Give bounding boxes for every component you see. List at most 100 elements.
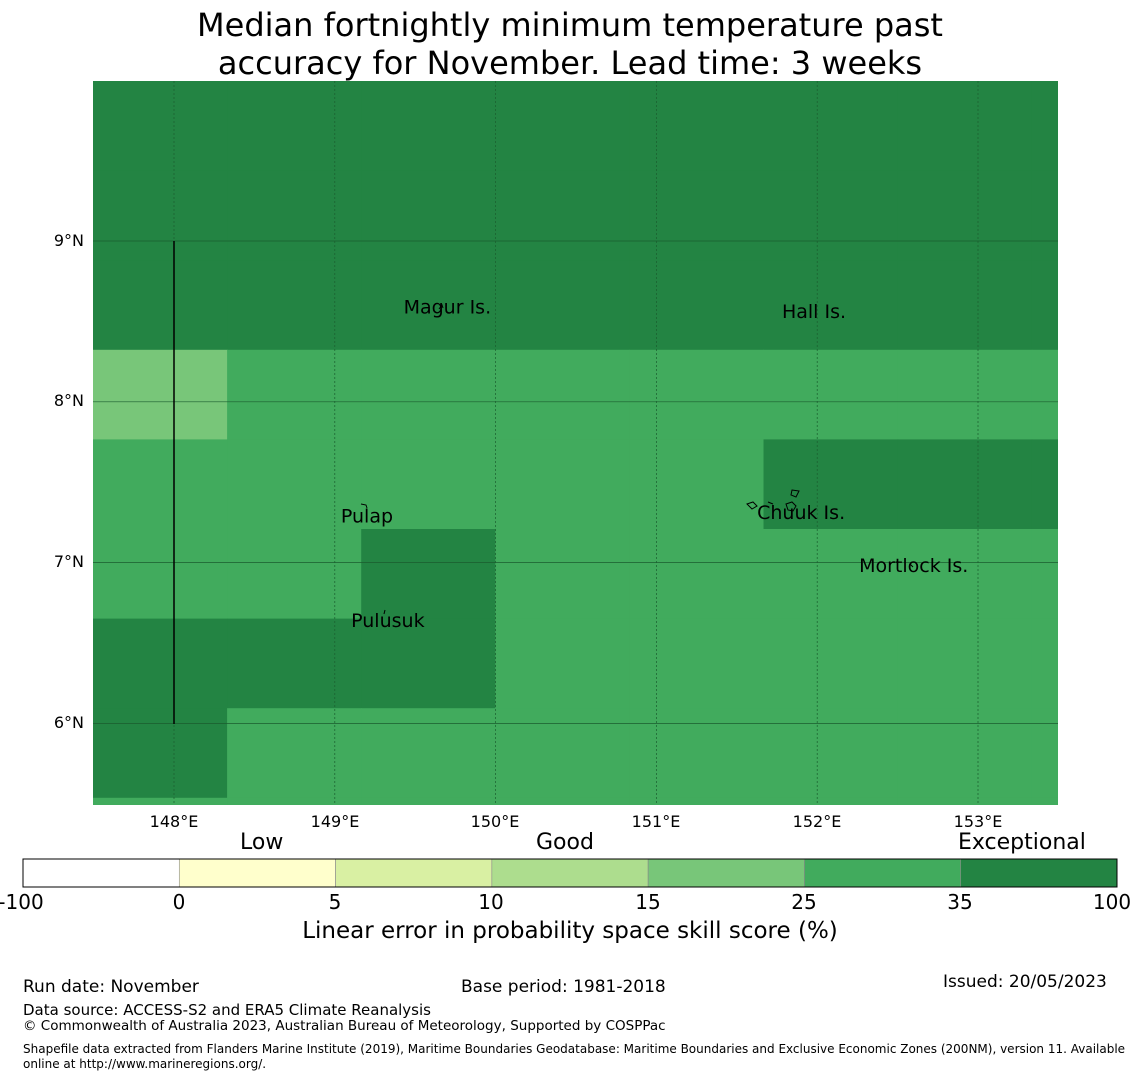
lat-tick-9n: 9°N <box>53 231 84 250</box>
skill-cell <box>629 349 765 440</box>
skill-cell <box>897 349 1033 440</box>
colorbar-segment <box>335 858 493 888</box>
skill-cell <box>897 260 1033 351</box>
skill-cell <box>897 439 1033 530</box>
skill-cell <box>1031 708 1058 799</box>
mortlock-island <box>909 563 914 568</box>
skill-cell <box>629 797 765 805</box>
skill-cell <box>361 797 496 805</box>
skill-cell <box>495 260 630 351</box>
skill-cell <box>763 170 899 261</box>
skill-cell <box>361 170 496 261</box>
skill-cell <box>361 349 496 440</box>
colorbar-segment <box>960 858 1118 888</box>
skill-cell <box>629 170 765 261</box>
chuuk-island-3 <box>767 501 774 505</box>
skill-cell <box>1031 349 1058 440</box>
skill-cell <box>495 797 630 805</box>
skill-cell <box>763 81 899 172</box>
lon-tick-152e: 152°E <box>792 812 842 831</box>
chuuk-island-4 <box>785 501 797 512</box>
skill-cell <box>227 260 362 351</box>
skill-cell <box>93 260 228 351</box>
skill-cell <box>495 349 630 440</box>
cb-tick-neg100: -100 <box>0 890 44 914</box>
skill-cell <box>93 797 228 805</box>
skill-cell <box>629 529 765 620</box>
skill-cell <box>629 439 765 530</box>
skill-grid <box>93 81 1058 805</box>
place-label: Chuuk Is. <box>757 502 845 524</box>
skill-cell <box>227 797 362 805</box>
title-line-1: Median fortnightly minimum temperature p… <box>197 6 943 44</box>
cb-tick-100: 100 <box>1092 890 1132 914</box>
place-label: Pulap <box>341 505 393 527</box>
skill-cell <box>361 260 496 351</box>
skill-cell <box>629 260 765 351</box>
skill-cell <box>629 81 765 172</box>
skill-cell <box>1031 170 1058 261</box>
skill-cell <box>897 618 1033 709</box>
lon-tick-150e: 150°E <box>470 812 520 831</box>
skill-cell <box>495 618 630 709</box>
lon-tick-149e: 149°E <box>310 812 360 831</box>
colorbar-segment <box>491 858 649 888</box>
title-line-2: accuracy for November. Lead time: 3 week… <box>217 44 923 82</box>
skill-cell <box>763 618 899 709</box>
place-labels: Magur Is. Hall Is. Pulap Chuuk Is. Mortlock … <box>341 296 968 632</box>
category-good: Good <box>536 830 594 855</box>
category-exceptional: Exceptional <box>958 830 1086 855</box>
cb-tick-5: 5 <box>328 890 342 914</box>
colorbar-segment <box>22 858 180 888</box>
colorbar-label: Linear error in probability space skill … <box>302 918 838 944</box>
skill-cell <box>495 81 630 172</box>
cb-tick-15: 15 <box>635 890 661 914</box>
skill-cell <box>361 529 496 620</box>
cb-tick-10: 10 <box>478 890 504 914</box>
skill-cell <box>763 529 899 620</box>
skill-cell <box>227 170 362 261</box>
lon-tick-153e: 153°E <box>953 812 1003 831</box>
data-source: Data source: ACCESS-S2 and ERA5 Climate … <box>23 1001 431 1019</box>
lat-tick-8n: 8°N <box>53 391 84 410</box>
skill-cell <box>227 81 362 172</box>
place-label: Magur Is. <box>404 296 492 318</box>
colorbar <box>22 858 1118 888</box>
run-date: Run date: November <box>23 977 199 997</box>
skill-cell <box>763 708 899 799</box>
skill-cell <box>93 81 228 172</box>
cb-tick-25: 25 <box>791 890 817 914</box>
skill-cell <box>763 349 899 440</box>
skill-cell <box>763 439 899 530</box>
skill-cell <box>763 260 899 351</box>
lon-tick-148e: 148°E <box>149 812 199 831</box>
colorbar-segment <box>178 858 336 888</box>
skill-cell <box>93 349 228 440</box>
chuuk-island-1 <box>790 489 800 498</box>
island-outlines <box>360 303 914 615</box>
map-title: Median fortnightly minimum temperature p… <box>0 6 1140 82</box>
skill-cell <box>897 170 1033 261</box>
skill-cell <box>361 618 496 709</box>
place-label: Mortlock Is. <box>859 555 968 577</box>
colorbar-segment <box>647 858 805 888</box>
graticule <box>93 81 1058 805</box>
skill-cell <box>1031 618 1058 709</box>
skill-cell <box>763 797 899 805</box>
skill-cell <box>227 618 362 709</box>
cb-tick-0: 0 <box>172 890 186 914</box>
skill-cell <box>93 439 228 530</box>
place-label: Hall Is. <box>782 301 846 323</box>
skill-cell <box>1031 439 1058 530</box>
skill-cell <box>361 708 496 799</box>
cb-tick-35: 35 <box>947 890 973 914</box>
magur-island <box>438 303 444 310</box>
pulusuk-island <box>383 609 386 615</box>
skill-cell <box>1031 797 1058 805</box>
category-low: Low <box>240 830 284 855</box>
skill-cell <box>495 708 630 799</box>
skill-cell <box>93 708 228 799</box>
lon-tick-151e: 151°E <box>631 812 681 831</box>
colorbar-segment <box>804 858 962 888</box>
